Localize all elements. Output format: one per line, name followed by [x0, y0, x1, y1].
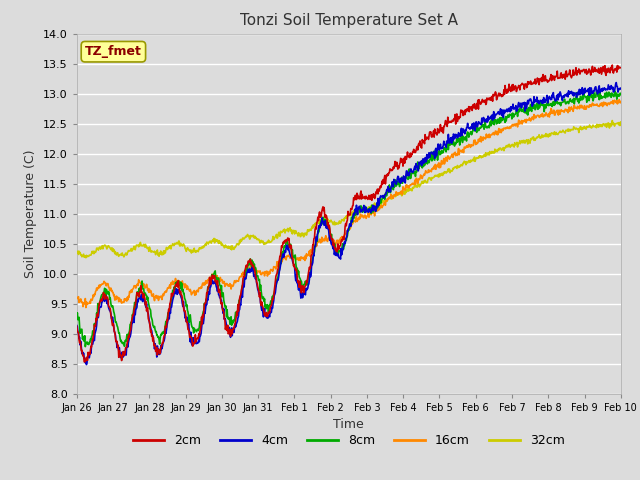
X-axis label: Time: Time	[333, 418, 364, 431]
Title: Tonzi Soil Temperature Set A: Tonzi Soil Temperature Set A	[240, 13, 458, 28]
Text: TZ_fmet: TZ_fmet	[85, 45, 142, 58]
Y-axis label: Soil Temperature (C): Soil Temperature (C)	[24, 149, 38, 278]
Legend: 2cm, 4cm, 8cm, 16cm, 32cm: 2cm, 4cm, 8cm, 16cm, 32cm	[128, 429, 570, 452]
